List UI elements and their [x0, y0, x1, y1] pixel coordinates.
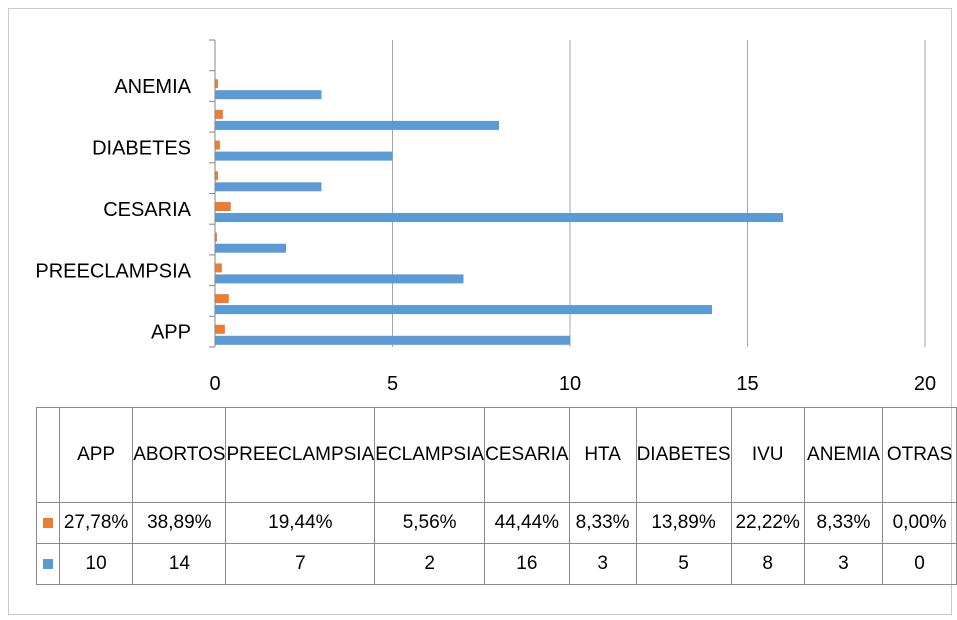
bar-blue [215, 90, 322, 100]
table-cell: 0,00% [882, 502, 957, 544]
category-label: PREECLAMPSIA [35, 260, 191, 282]
bar-orange [215, 202, 231, 211]
orange-swatch-icon [42, 517, 53, 528]
table-cell: 3 [568, 543, 637, 585]
bar-blue [215, 305, 712, 315]
bar-orange [215, 171, 218, 181]
table-cell: 7 [225, 543, 376, 585]
data-table-header-row: APP ABORTOS PREECLAMPSIA ECLAMPSIA CESAR… [36, 407, 957, 503]
legend-key-blue [36, 543, 60, 585]
x-tick-label: 20 [914, 373, 936, 395]
table-cell: 16 [484, 543, 570, 585]
bar-chart: 0 5 10 15 20 ANEMIA DIABETES CESARIA PREECLAMPS… [35, 39, 936, 395]
table-header-cell: HTA [568, 407, 637, 503]
bar-orange [215, 324, 225, 334]
category-axis [209, 39, 216, 348]
table-cell: 8,33% [568, 502, 637, 544]
chart-frame [8, 8, 952, 615]
table-cell: 44,44% [484, 502, 570, 544]
table-cell: 5,56% [374, 502, 486, 544]
table-cell: 2 [374, 543, 486, 585]
data-table-corner [36, 407, 60, 503]
table-header-cell: ABORTOS [132, 407, 227, 503]
bar-blue [215, 213, 783, 222]
bar-blue [215, 243, 286, 253]
legend-key-orange [36, 502, 60, 544]
table-cell: 27,78% [58, 502, 134, 544]
category-labels: ANEMIA DIABETES CESARIA PREECLAMPSIA APP [35, 76, 191, 344]
table-cell: 0 [882, 543, 957, 585]
bar-orange [215, 294, 229, 304]
bar-blue [215, 182, 322, 192]
x-tick-label: 15 [736, 373, 758, 395]
x-tick-labels: 0 5 10 15 20 [209, 373, 936, 395]
table-cell: 14 [132, 543, 227, 585]
bars [215, 79, 783, 345]
table-header-cell: ANEMIA [803, 407, 884, 503]
blue-swatch-icon [42, 558, 53, 569]
table-header-cell: PREECLAMPSIA [225, 407, 376, 503]
category-label: CESARIA [103, 199, 191, 221]
category-label: DIABETES [92, 137, 191, 159]
table-cell: 38,89% [132, 502, 227, 544]
bar-blue [215, 120, 499, 130]
table-cell: 22,22% [730, 502, 805, 544]
table-cell: 5 [635, 543, 732, 585]
table-header-cell: DIABETES [635, 407, 732, 503]
x-tick-label: 10 [559, 373, 581, 395]
category-label: APP [151, 322, 191, 344]
bar-blue [215, 151, 393, 161]
bar-orange [215, 140, 220, 150]
table-header-cell: IVU [730, 407, 805, 503]
table-cell: 13,89% [635, 502, 732, 544]
table-row-percentages: 27,78% 38,89% 19,44% 5,56% 44,44% 8,33% … [36, 502, 957, 544]
table-header-cell: ECLAMPSIA [374, 407, 486, 503]
gridlines [392, 40, 926, 347]
category-label: ANEMIA [114, 76, 191, 98]
table-header-cell: APP [58, 407, 134, 503]
table-cell: 8,33% [803, 502, 884, 544]
bar-orange [215, 232, 217, 242]
table-header-cell: OTRAS [882, 407, 957, 503]
bar-orange [215, 263, 222, 273]
table-header-cell: CESARIA [484, 407, 570, 503]
x-tick-label: 5 [387, 373, 398, 395]
x-tick-label: 0 [209, 373, 220, 395]
data-table: APP ABORTOS PREECLAMPSIA ECLAMPSIA CESAR… [36, 407, 957, 585]
table-cell: 19,44% [225, 502, 376, 544]
bar-blue [215, 335, 570, 345]
bar-orange [215, 79, 218, 89]
table-cell: 8 [730, 543, 805, 585]
table-row-counts: 10 14 7 2 16 3 5 8 3 0 [36, 543, 957, 585]
bar-blue [215, 274, 464, 284]
bar-orange [215, 109, 223, 119]
table-cell: 10 [58, 543, 134, 585]
table-cell: 3 [803, 543, 884, 585]
